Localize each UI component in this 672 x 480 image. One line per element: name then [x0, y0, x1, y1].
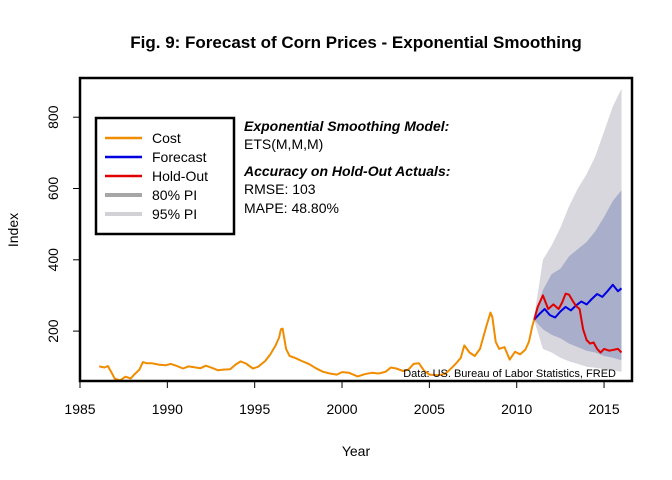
x-tick-label: 2005 — [414, 401, 445, 417]
x-tick-label: 2000 — [326, 401, 357, 417]
x-tick-label: 2010 — [501, 401, 532, 417]
plot-frame — [78, 76, 634, 383]
cost-line — [98, 311, 536, 382]
y-tick-label: 200 — [45, 319, 61, 343]
model-heading: Exponential Smoothing Model: — [244, 118, 449, 134]
legend-label: 95% PI — [152, 206, 197, 222]
y-axis-label: Index — [5, 213, 21, 247]
x-tick-label: 1985 — [64, 401, 95, 417]
mape-value: MAPE: 48.80% — [244, 200, 339, 216]
model-name: ETS(M,M,M) — [244, 136, 323, 152]
legend-label: 80% PI — [152, 187, 197, 203]
source-note: Data: US. Bureau of Labor Statistics, FR… — [403, 368, 616, 380]
prediction-intervals — [534, 88, 622, 372]
data-lines — [98, 283, 623, 382]
y-axis: 200 400 600 800 — [45, 105, 80, 343]
legend-label: Hold-Out — [152, 168, 208, 184]
rmse-value: RMSE: 103 — [244, 181, 316, 197]
model-annotations: Exponential Smoothing Model: ETS(M,M,M) … — [243, 118, 616, 380]
x-tick-label: 2015 — [588, 401, 619, 417]
legend: Cost Forecast Hold-Out 80% PI 95% PI — [94, 116, 236, 236]
x-axis-label: Year — [342, 443, 371, 459]
legend-label: Cost — [152, 130, 181, 146]
accuracy-heading: Accuracy on Hold-Out Actuals: — [243, 163, 450, 179]
chart-title: Fig. 9: Forecast of Corn Prices - Expone… — [130, 33, 582, 52]
x-axis: 1985 1990 1995 2000 2005 2010 2015 — [64, 381, 620, 417]
y-tick-label: 400 — [45, 248, 61, 272]
y-tick-label: 600 — [45, 177, 61, 201]
x-tick-label: 1990 — [152, 401, 183, 417]
legend-label: Forecast — [152, 149, 207, 165]
forecast-line — [533, 283, 623, 321]
x-tick-label: 1995 — [239, 401, 270, 417]
hold-out-line — [533, 292, 623, 354]
y-tick-label: 800 — [45, 105, 61, 129]
